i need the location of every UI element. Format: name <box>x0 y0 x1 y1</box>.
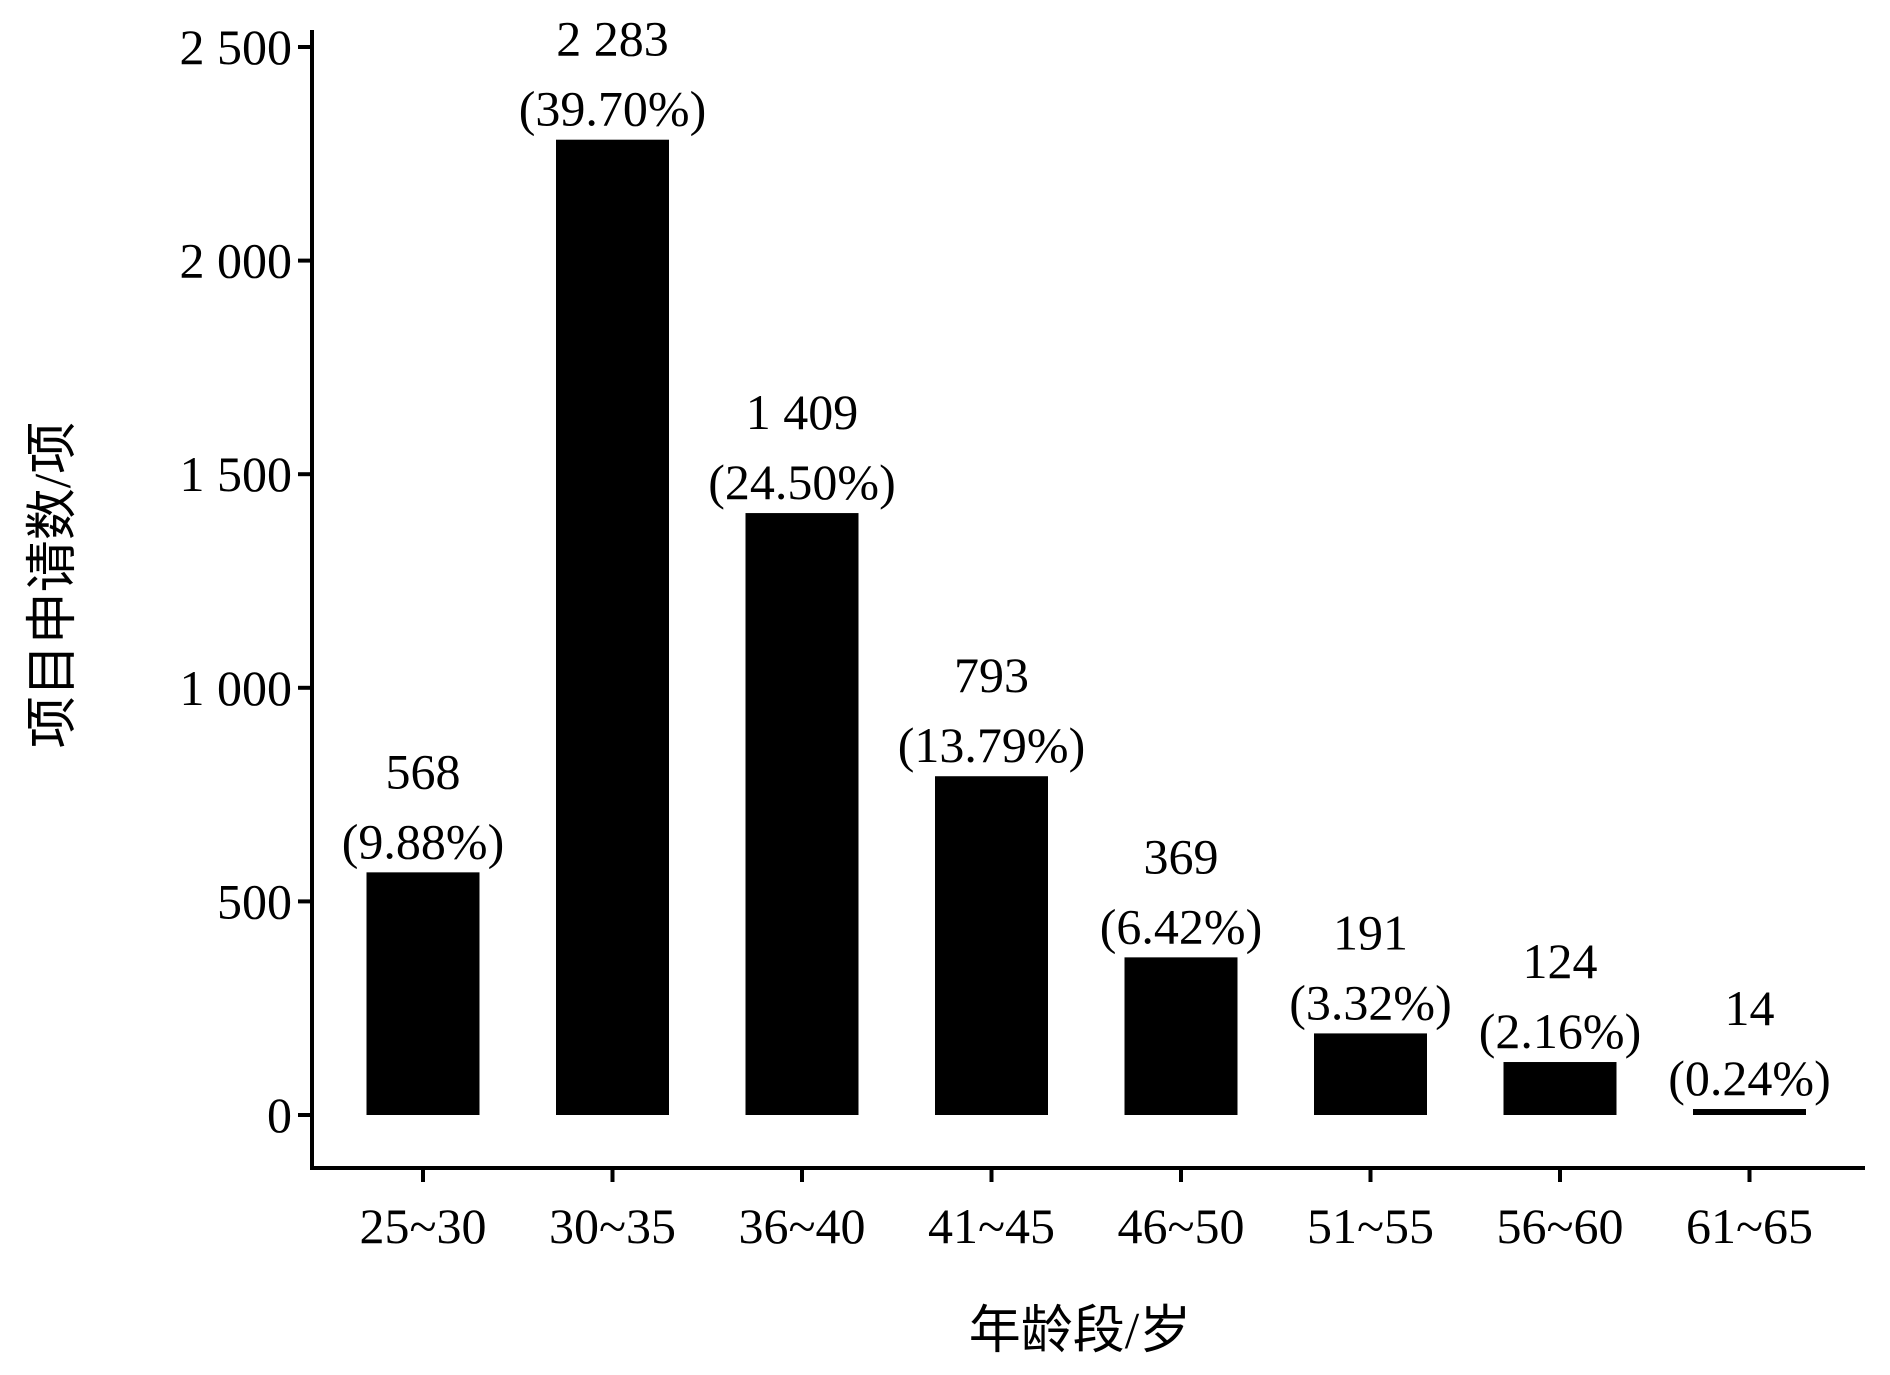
bar <box>1314 1033 1427 1115</box>
x-tick-label: 25~30 <box>359 1198 486 1254</box>
y-tick-label: 2 000 <box>180 233 293 289</box>
bars <box>366 139 1806 1115</box>
percent-label: (13.79%) <box>898 717 1085 773</box>
value-label: 568 <box>386 743 461 799</box>
bar <box>745 513 859 1115</box>
x-tick-label: 36~40 <box>738 1198 865 1254</box>
x-tick-label: 30~35 <box>549 1198 676 1254</box>
value-label: 793 <box>954 647 1029 703</box>
bar <box>935 776 1048 1115</box>
x-tick-label: 46~50 <box>1117 1198 1244 1254</box>
percent-label: (24.50%) <box>708 454 895 510</box>
x-tick-label: 61~65 <box>1686 1198 1813 1254</box>
x-tick-label: 41~45 <box>928 1198 1055 1254</box>
percent-label: (9.88%) <box>342 813 504 869</box>
percent-label: (2.16%) <box>1479 1003 1641 1059</box>
bar <box>1503 1062 1617 1115</box>
y-tick-label: 2 500 <box>180 19 293 75</box>
y-axis-title: 项目申请数/项 <box>25 422 82 748</box>
data-labels: 568 (9.88%) 2 283 (39.70%) 1 409 (24.50%) 793 (… <box>342 11 1831 1106</box>
bar <box>556 139 669 1115</box>
percent-label: (3.32%) <box>1289 974 1451 1030</box>
bar <box>1124 957 1238 1115</box>
x-axis-ticks: 25~30 30~35 36~40 41~45 46~50 51~55 56~60 61~65 <box>359 1168 1813 1254</box>
bar <box>366 872 480 1115</box>
x-tick-label: 51~55 <box>1307 1198 1434 1254</box>
y-tick-label: 1 000 <box>180 660 293 716</box>
y-tick-label: 500 <box>217 873 292 929</box>
value-label: 369 <box>1144 828 1219 884</box>
value-label: 124 <box>1523 933 1598 989</box>
bar <box>1693 1109 1806 1115</box>
x-tick-label: 56~60 <box>1496 1198 1623 1254</box>
x-axis-title: 年龄段/岁 <box>969 1303 1191 1360</box>
y-tick-label: 0 <box>267 1087 292 1143</box>
value-label: 191 <box>1333 904 1408 960</box>
y-tick-label: 1 500 <box>180 446 293 502</box>
percent-label: (0.24%) <box>1668 1050 1830 1106</box>
y-axis-ticks: 0 500 1 000 1 500 2 000 2 500 <box>180 19 312 1143</box>
percent-label: (39.70%) <box>519 81 706 137</box>
value-label: 1 409 <box>746 384 859 440</box>
value-label: 14 <box>1725 980 1775 1036</box>
percent-label: (6.42%) <box>1100 898 1262 954</box>
value-label: 2 283 <box>556 11 669 67</box>
